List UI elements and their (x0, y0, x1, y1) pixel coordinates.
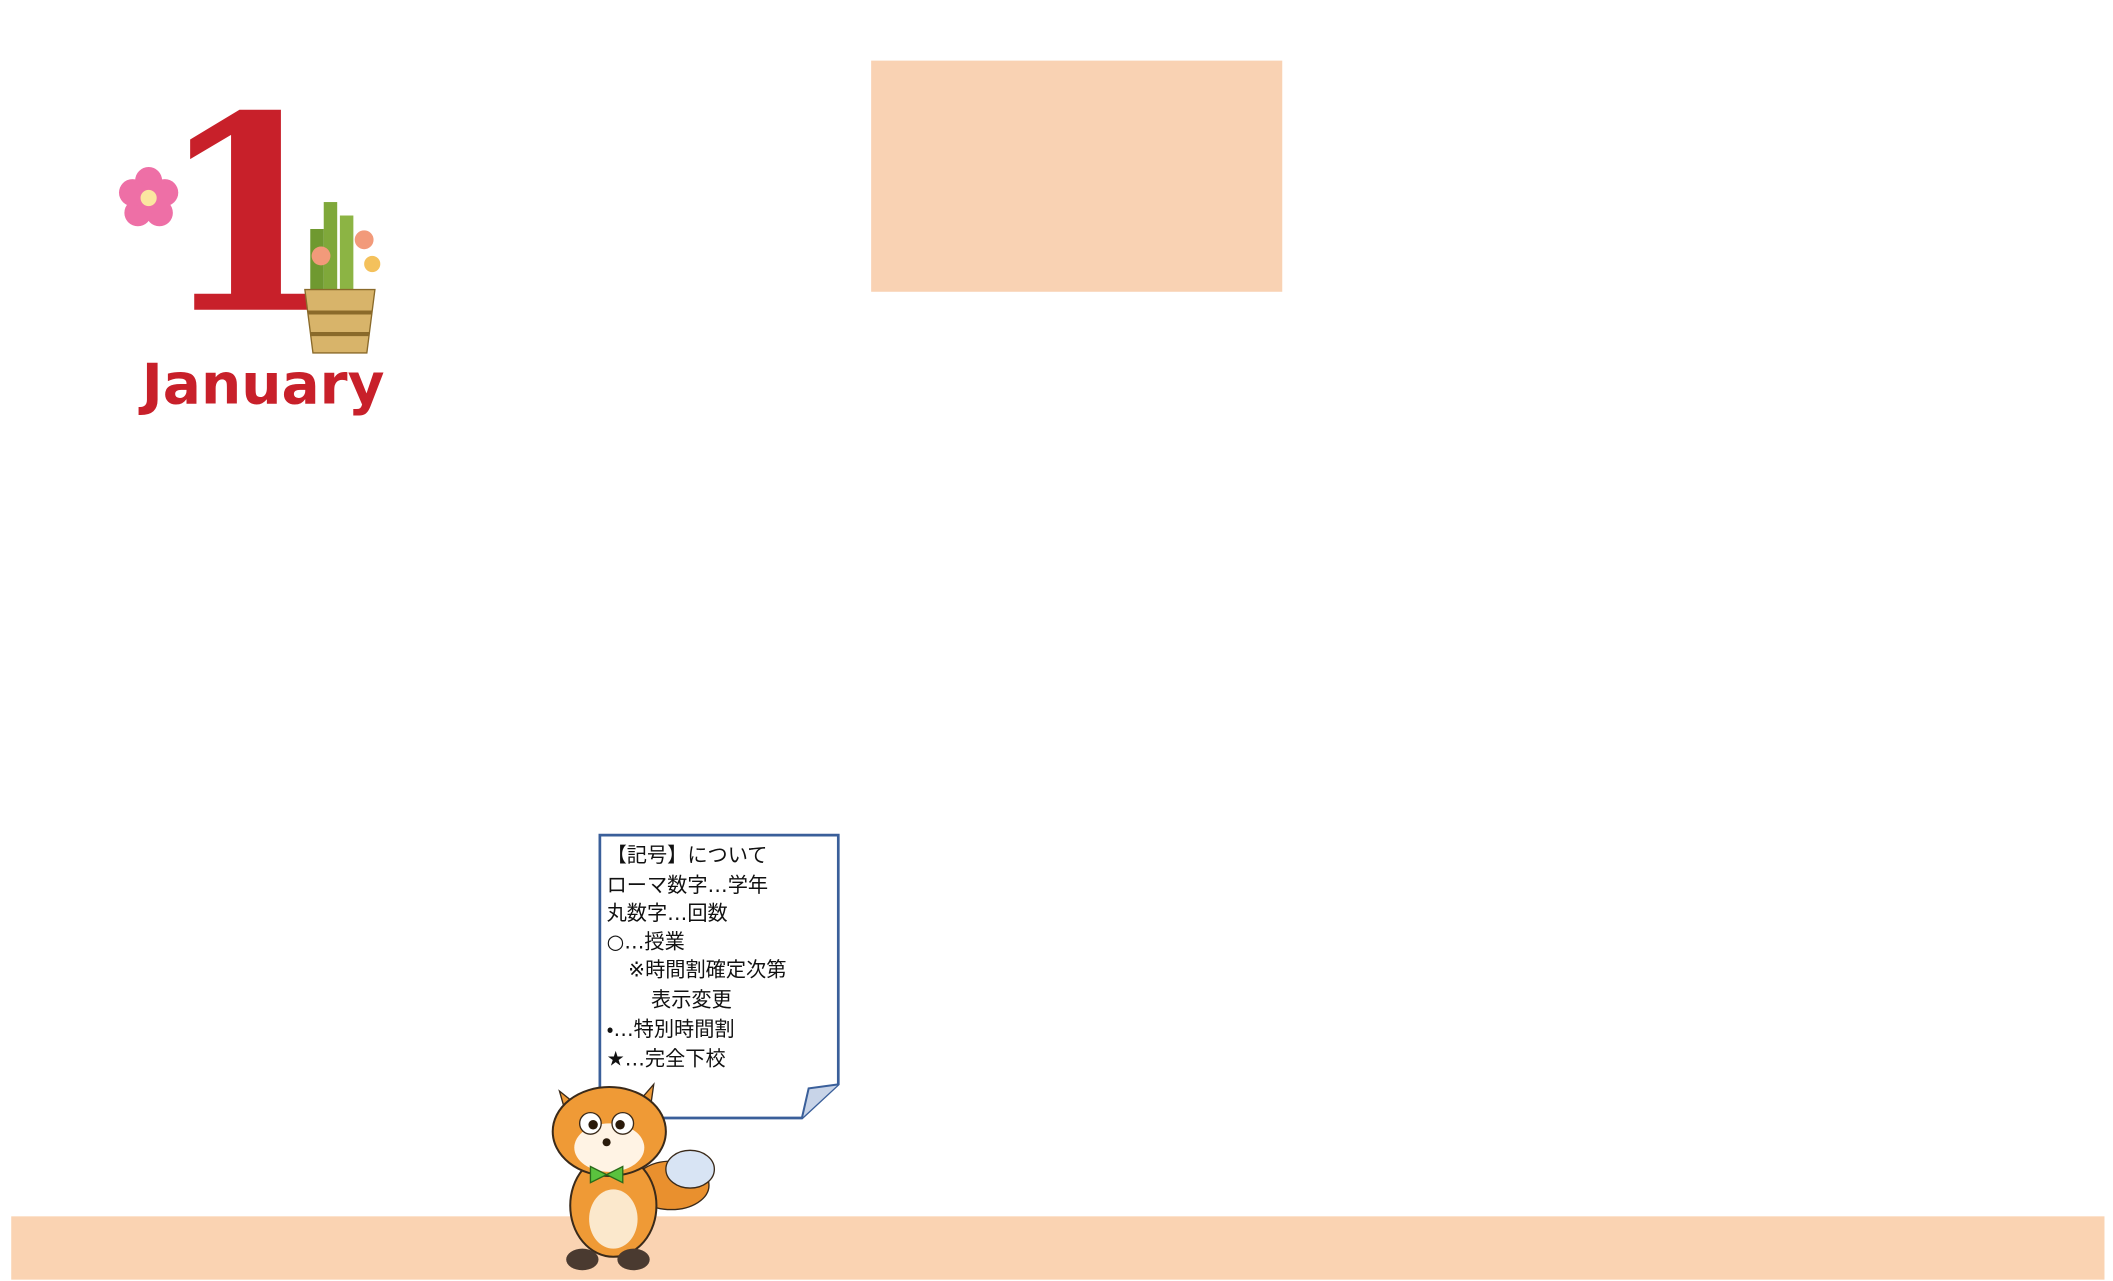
legend-line: 表示変更 (651, 987, 732, 1011)
legend-title: 【記号】について (607, 843, 768, 867)
decoration: 1 January 【記号】について ローマ数字…学年 丸数字…回数 ○…授業 … (118, 57, 840, 1271)
legend-box: 【記号】について ローマ数字…学年 丸数字…回数 ○…授業 ※時間割確定次第 表… (598, 833, 840, 1120)
plum-flower (118, 167, 179, 227)
legend-line: 丸数字…回数 (607, 901, 728, 925)
legend-line: ローマ数字…学年 (607, 873, 769, 897)
holiday-band (871, 60, 1283, 292)
kadomatsu (304, 202, 381, 354)
fox-mascot (551, 1082, 716, 1271)
legend-line: ○…授業 (607, 929, 685, 953)
legend-line: ★…完全下校 (607, 1047, 726, 1071)
legend-line: ※時間割確定次第 (628, 958, 786, 982)
legend-line: ・…特別時間割 (607, 1017, 735, 1041)
month-name: January (138, 352, 385, 418)
backgrounds (11, 60, 2105, 1280)
weekend-band (11, 1216, 2105, 1280)
